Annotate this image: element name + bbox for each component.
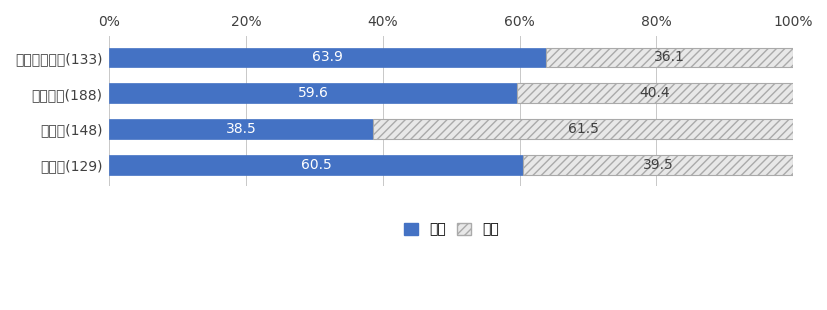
Text: 59.6: 59.6 bbox=[298, 86, 328, 100]
Text: 39.5: 39.5 bbox=[642, 158, 672, 172]
Bar bbox=[523, 155, 792, 175]
Text: 38.5: 38.5 bbox=[226, 122, 256, 136]
Bar bbox=[516, 83, 792, 103]
Bar bbox=[546, 48, 792, 67]
Text: 60.5: 60.5 bbox=[300, 158, 332, 172]
Text: 61.5: 61.5 bbox=[566, 122, 598, 136]
Legend: 男性, 女性: 男性, 女性 bbox=[404, 223, 498, 237]
Bar bbox=[372, 119, 792, 139]
Text: 40.4: 40.4 bbox=[639, 86, 670, 100]
Text: 63.9: 63.9 bbox=[312, 51, 343, 64]
Bar bbox=[109, 119, 372, 139]
Bar bbox=[109, 155, 523, 175]
Bar bbox=[109, 48, 546, 67]
Text: 36.1: 36.1 bbox=[653, 51, 685, 64]
Bar bbox=[109, 83, 516, 103]
